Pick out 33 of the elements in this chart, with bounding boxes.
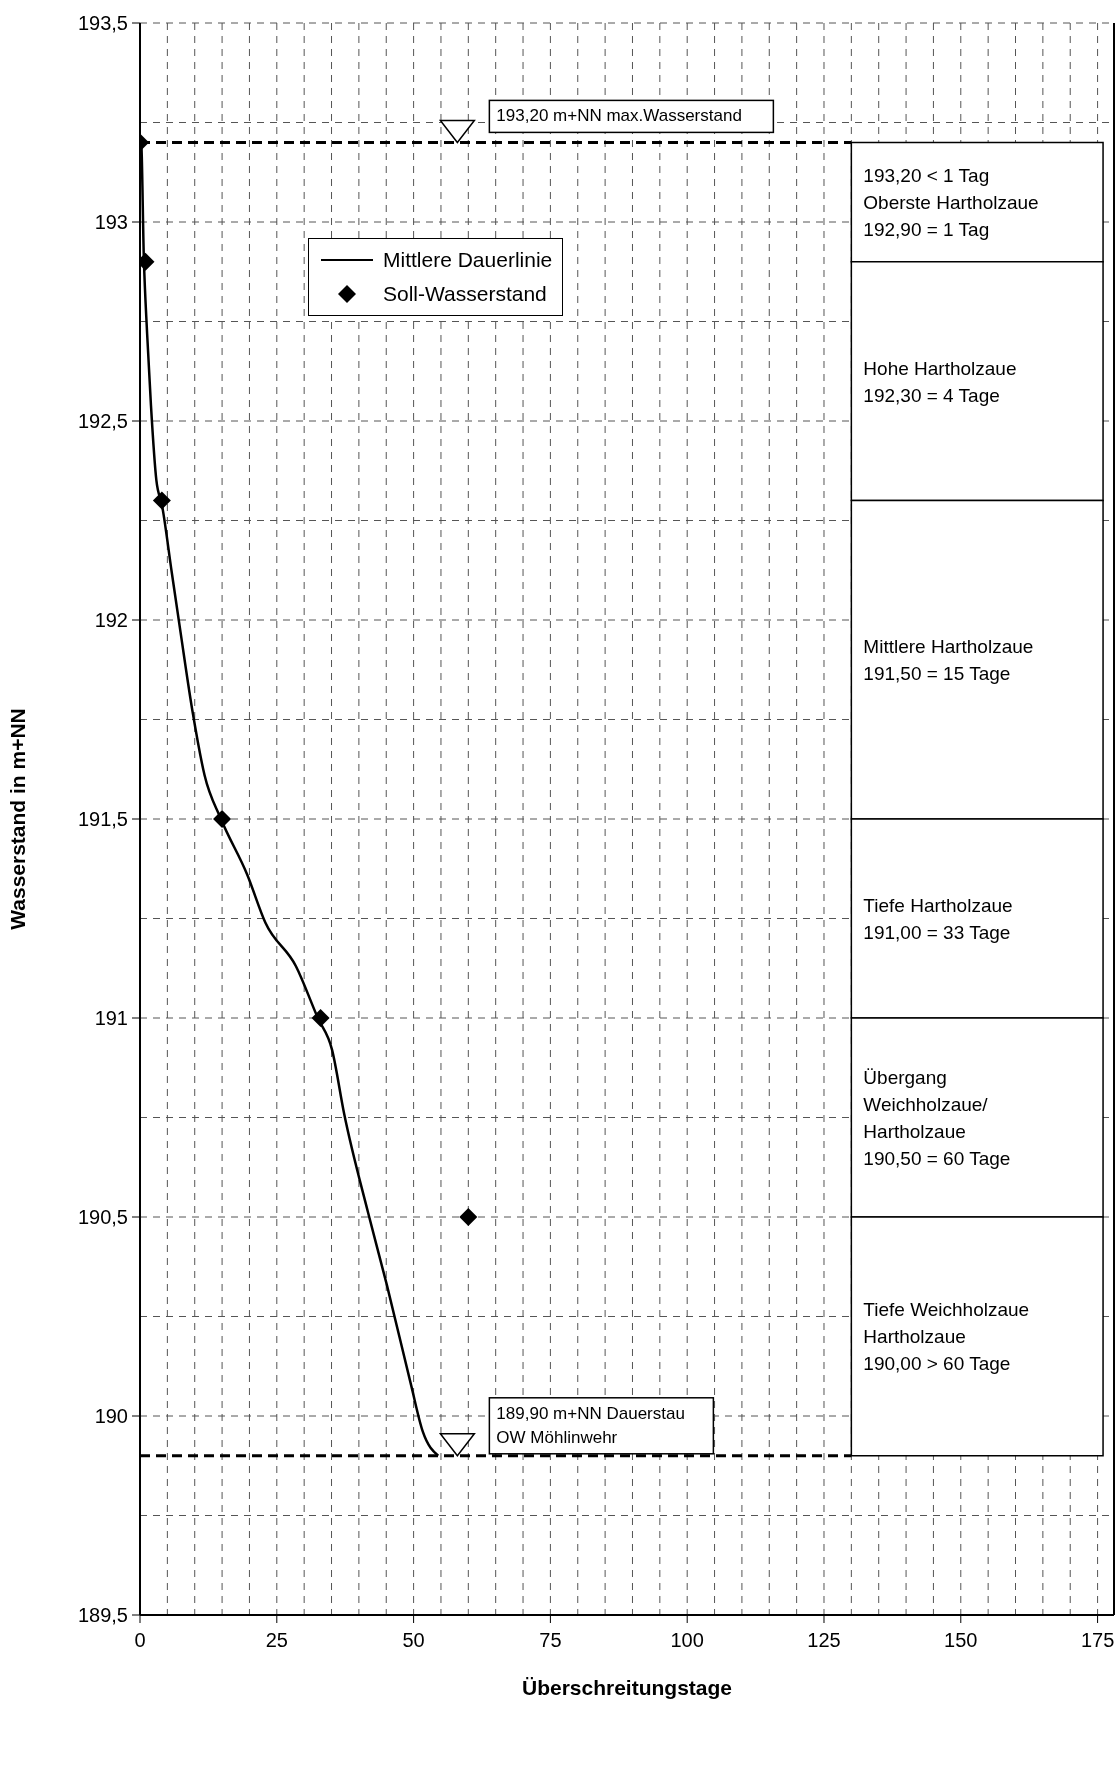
y-tick-label: 192,5: [77, 410, 128, 432]
x-tick-label: 100: [670, 1629, 704, 1651]
band-label: Hohe Hartholzaue 192,30 = 4 Tage: [863, 357, 1017, 406]
x-tick-label: 125: [807, 1629, 841, 1651]
point: [213, 810, 232, 828]
x-axis-title: Überschreitungstage: [521, 1676, 733, 1699]
y-tick-label: 191: [94, 1007, 128, 1029]
point: [311, 1009, 330, 1027]
legend-label: Mittlere Dauerlinie: [383, 248, 553, 272]
y-tick-label: 193: [94, 211, 128, 233]
band-label: 193,20 < 1 Tag Oberste Hartholzaue 192,90 = 1 Tag: [863, 165, 1039, 241]
band-label: Tiefe Hartholzaue 191,00 = 33 Tage: [863, 895, 1013, 943]
x-tick-label: 75: [539, 1629, 562, 1651]
y-axis-title: Wasserstand in m+NN: [6, 708, 30, 930]
y-tick-label: 189,5: [77, 1604, 128, 1626]
band-label: Tiefe Weichholzaue Hartholzaue 190,00 > 60 Tage: [863, 1299, 1030, 1375]
x-tick-label: 25: [265, 1629, 288, 1651]
y-tick-label: 191,5: [77, 808, 128, 830]
y-tick-label: 192: [94, 609, 128, 631]
point: [152, 491, 171, 510]
x-tick-label: 175: [1080, 1629, 1115, 1651]
y-tick-label: 193,5: [77, 12, 128, 34]
x-tick-label: 150: [944, 1629, 978, 1651]
x-tick-label: 0: [134, 1629, 146, 1651]
legend-label: Soll-Wasserstand: [383, 282, 547, 306]
y-tick-label: 190,5: [77, 1206, 128, 1228]
point: [459, 1208, 478, 1226]
band-label: Übergang Weichholzaue/ Hartholzaue 190,50 = 60 Tage: [863, 1067, 1011, 1169]
ref-line-label: 193,20 m+NN max.Wasserstand: [496, 106, 742, 126]
x-tick-label: 50: [402, 1629, 425, 1651]
band-label: Mittlere Hartholzaue 191,50 = 15 Tage: [863, 636, 1034, 685]
ref-line-label: 189,90 m+NN Dauerstau OW Möhlinwehr: [496, 1403, 685, 1447]
y-tick-label: 190: [94, 1405, 128, 1427]
